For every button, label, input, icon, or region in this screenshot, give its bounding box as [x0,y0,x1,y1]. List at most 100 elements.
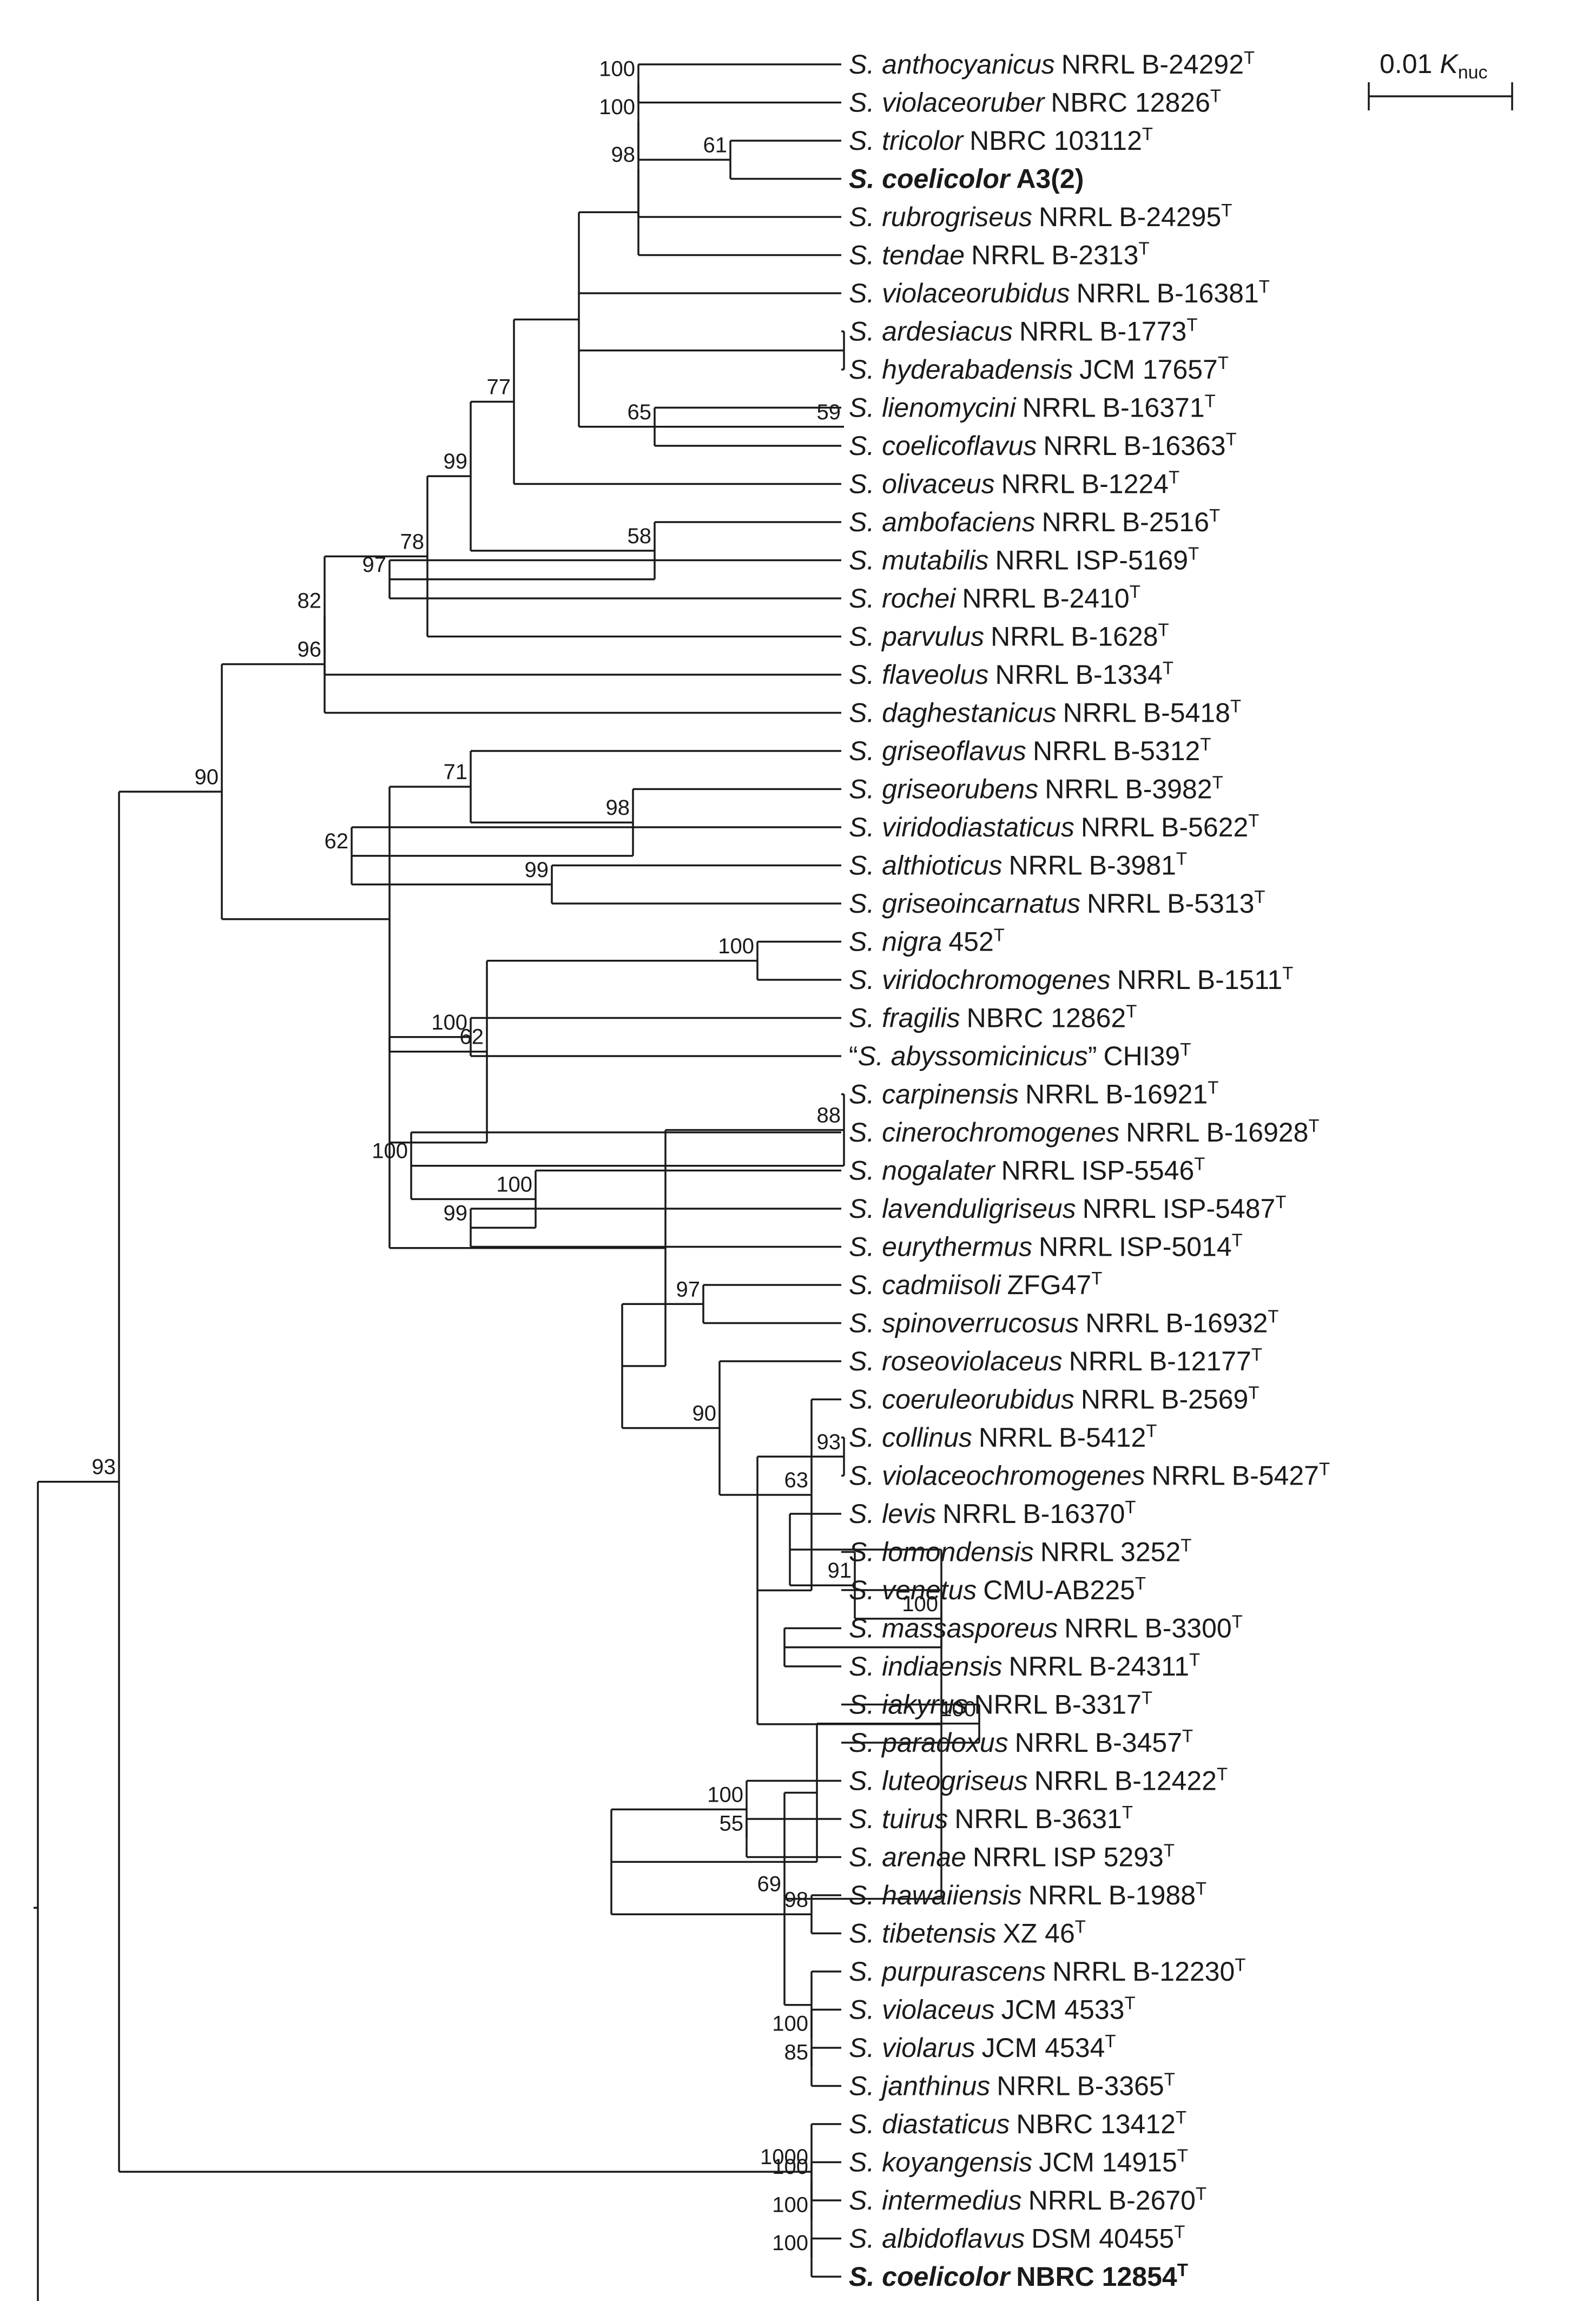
bootstrap-support-value: 62 [460,1025,484,1049]
type-strain-superscript: T [1248,810,1259,830]
species-name: S. intermedius [849,2185,1022,2216]
strain-id: NBRC 103112 [970,126,1142,156]
species-name: S. venetus [849,1575,977,1605]
bootstrap-support-value: 88 [817,1104,841,1128]
species-name: S. albidoflavus [849,2224,1025,2254]
strain-id: NRRL B-12422 [1034,1766,1217,1796]
taxon-label: S. mutabilis NRRL ISP-5169T [849,544,1199,576]
strain-id: NRRL B-16932 [1085,1308,1268,1339]
species-name: S. lienomycini [849,393,1017,423]
strain-id: NRRL B-3631 [954,1804,1122,1834]
taxon-label: S. griseoincarnatus NRRL B-5313T [849,887,1265,919]
type-strain-superscript: T [1130,582,1140,602]
strain-id: NRRL B-16371 [1022,393,1204,423]
bootstrap-support-value: 100 [772,2193,808,2217]
bootstrap-support-value: 100 [707,1783,743,1806]
taxon-label: S. violarus JCM 4534T [849,2031,1116,2063]
bootstrap-support-value: 63 [784,1468,809,1492]
strain-id: NRRL B-16363 [1043,431,1225,461]
strain-id: NRRL B-2313 [971,240,1138,271]
strain-id: NRRL B-1224 [1001,469,1169,499]
type-strain-superscript: T [1248,1383,1259,1403]
species-name: S. ardesiacus [849,317,1013,347]
taxon-label: S. rubrogriseus NRRL B-24295T [849,200,1232,232]
taxon-label: S. cinerochromogenes NRRL B-16928T [849,1116,1320,1148]
type-strain-superscript: T [1158,620,1169,640]
taxon-label: S. parvulus NRRL B-1628T [849,620,1169,652]
strain-id: NRRL B-3300 [1064,1613,1231,1644]
taxon-label: S. lienomycini NRRL B-16371T [849,391,1216,423]
species-name: S. rubrogriseus [849,202,1032,232]
taxon-label: S. nogalater NRRL ISP-5546T [849,1154,1205,1186]
taxon-label: S. fragilis NBRC 12862T [849,1001,1137,1033]
species-name: S. violaceoruber [849,88,1046,118]
taxon-label: S. arenae NRRL ISP 5293T [849,1841,1175,1873]
taxon-label: S. nigra 452T [849,925,1005,957]
bootstrap-support-value: 98 [784,1888,809,1911]
strain-id: NRRL B-12177 [1069,1346,1251,1376]
species-name: S. althioticus [849,850,1002,881]
strain-id: NRRL B-5427 [1152,1461,1319,1491]
taxon-label: S. coeruleorubidus NRRL B-2569T [849,1383,1259,1415]
taxon-label: S. luteogriseus NRRL B-12422T [849,1764,1228,1796]
taxon-label: S. janthinus NRRL B-3365T [849,2069,1175,2101]
species-name: S. anthocyanicus [849,49,1055,80]
strain-id: ZFG47 [1007,1270,1092,1300]
species-name: S. tibetensis [849,1918,996,1949]
bootstrap-support-value: 55 [720,1811,744,1835]
scale-bar-label: 0.01 Knuc [1380,49,1488,83]
bootstrap-support-value: 100 [496,1172,532,1196]
bootstrap-support-value: 61 [703,133,728,157]
strain-id: NRRL B-5412 [979,1422,1146,1453]
scale-bar-value: 0.01 [1380,49,1432,79]
taxon-label: S. purpurascens NRRL B-12230T [849,1955,1245,1987]
strain-id: CHI39 [1103,1041,1180,1071]
taxon-label: S. carpinensis NRRL B-16921T [849,1078,1218,1110]
type-strain-superscript: T [1319,1459,1330,1479]
species-name: S. collinus [849,1422,972,1453]
taxon-label: S. tibetensis XZ 46T [849,1917,1086,1949]
species-name: S. abyssomicinicus [858,1041,1088,1071]
taxon-label: S. daghestanicus NRRL B-5418T [849,696,1241,728]
taxon-label: S. tendae NRRL B-2313T [849,239,1150,271]
bootstrap-support-value: 100 [718,934,754,958]
species-name: S. flavofungini [849,2300,1020,2301]
species-name: S. daghestanicus [849,698,1057,728]
species-name: S. mutabilis [849,545,988,576]
taxon-label: S. venetus CMU-AB225T [849,1573,1146,1605]
taxon-label: S. violaceorubidus NRRL B-16381T [849,276,1270,308]
strain-id: NRRL B-2516 [1042,507,1209,537]
taxon-label: S. albidoflavus DSM 40455T [849,2222,1185,2254]
taxon-label: S. intermedius NRRL B-2670T [849,2184,1206,2216]
species-name: S. tuirus [849,1804,948,1834]
bootstrap-support-value: 97 [676,1277,701,1301]
strain-id: NRRL B-16370 [942,1499,1125,1529]
taxon-label: S. lomondensis NRRL 3252T [849,1535,1191,1567]
type-strain-superscript: T [994,925,1005,945]
bootstrap-support-value: 71 [444,760,468,784]
tree-branches [34,63,980,2301]
species-name: S. coelicoflavus [849,431,1037,461]
strain-id: NRRL 3252 [1040,1537,1180,1567]
taxon-label: S. coelicolor NBRC 12854T [849,2260,1188,2292]
type-strain-superscript: T [1259,276,1270,296]
taxon-label: S. diastaticus NBRC 13412T [849,2107,1186,2139]
species-name: S. olivaceus [849,469,995,499]
bootstrap-support-value: 58 [628,524,652,548]
bootstrap-support-value: 100 [940,1697,976,1721]
type-strain-superscript: T [1122,1802,1133,1822]
type-strain-superscript: T [1075,1917,1086,1937]
strain-id: NRRL B-2410 [962,583,1129,614]
strain-id: NRRL B-12230 [1052,1956,1235,1987]
strain-id: JCM 17657 [1079,354,1218,385]
species-name: S. hyderabadensis [849,354,1073,385]
strain-id: NRRL B-1773 [1019,317,1186,347]
strain-id: NRRL ISP 5293 [973,1842,1164,1873]
strain-id: NRRL B-3982 [1045,774,1212,805]
taxon-label: S. eurythermus NRRL ISP-5014T [849,1230,1243,1262]
species-name: S. violaceorubidus [849,278,1070,308]
species-name: S. spinoverrucosus [849,1308,1079,1339]
strain-id: NRRL B-3457 [1015,1728,1182,1758]
species-name: S. lavenduligriseus [849,1194,1076,1224]
strain-id: JCM 14915 [1039,2147,1177,2178]
